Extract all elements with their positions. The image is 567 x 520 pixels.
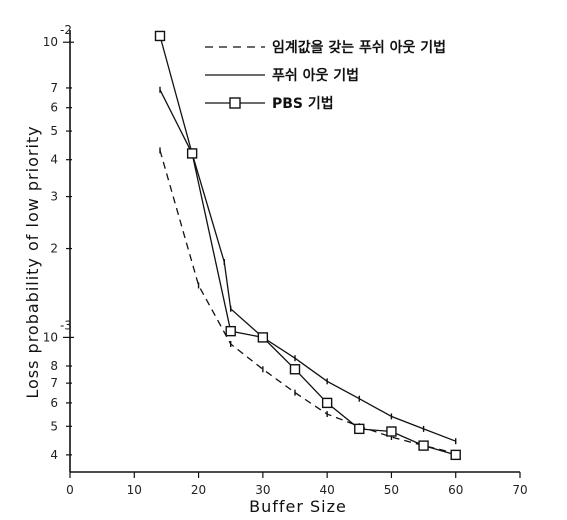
data-point-square: [321, 397, 333, 409]
legend: 임계값을 갖는 푸쉬 아웃 기법 푸쉬 아웃 기법 PBS 기법: [205, 39, 446, 112]
x-tick-label: 70: [512, 483, 527, 497]
data-point-square: [450, 449, 461, 461]
x-tick-label: 60: [448, 483, 463, 497]
y-minor-label: 7: [50, 81, 58, 95]
legend-swatch-square-marker: [229, 97, 241, 109]
data-point-square: [386, 426, 397, 437]
y-tick-label: 10: [43, 35, 58, 49]
y-axis-label: Loss probability of low priority: [23, 125, 42, 398]
data-point-square: [225, 325, 236, 337]
data-point-square: [186, 148, 198, 159]
legend-label-series-3: PBS 기법: [272, 96, 334, 112]
data-point-square: [354, 423, 365, 435]
y-tick-exponent: -3: [60, 318, 72, 332]
data-point-square: [289, 364, 301, 375]
y-tick-exponent: -2: [60, 23, 72, 37]
y-minor-label: 8: [50, 359, 58, 373]
y-minor-label: 4: [50, 153, 58, 167]
y-minor-label: 4: [50, 448, 58, 462]
series-group: [154, 30, 461, 461]
x-tick-label: 50: [384, 483, 399, 497]
x-tick-label: 30: [255, 483, 270, 497]
y-minor-label: 6: [50, 101, 58, 115]
series-line-2: [159, 89, 456, 442]
y-minor-label: 3: [50, 190, 58, 204]
x-tick-label: 10: [127, 483, 142, 497]
y-minor-label: 2: [50, 242, 58, 256]
series-line-1: [159, 150, 456, 454]
data-point-square: [418, 440, 429, 451]
data-point-square: [154, 30, 166, 42]
y-minor-label: 6: [50, 396, 58, 410]
series-line-3: [159, 35, 456, 456]
y-minor-label: 5: [50, 124, 58, 138]
x-axis-label: Buffer Size: [249, 497, 347, 516]
x-tick-label: 20: [191, 483, 206, 497]
x-tick-label: 40: [320, 483, 335, 497]
legend-label-series-1: 임계값을 갖는 푸쉬 아웃 기법: [272, 39, 446, 56]
y-tick-label: 10: [43, 330, 58, 344]
data-point-square: [257, 332, 269, 343]
y-minor-label: 5: [50, 419, 58, 433]
x-tick-group: 0 10 20 30 40 50 60 70: [66, 472, 528, 497]
legend-label-series-2: 푸쉬 아웃 기법: [272, 67, 359, 84]
y-minor-label: 7: [50, 376, 58, 390]
x-tick-label: 0: [66, 483, 74, 497]
